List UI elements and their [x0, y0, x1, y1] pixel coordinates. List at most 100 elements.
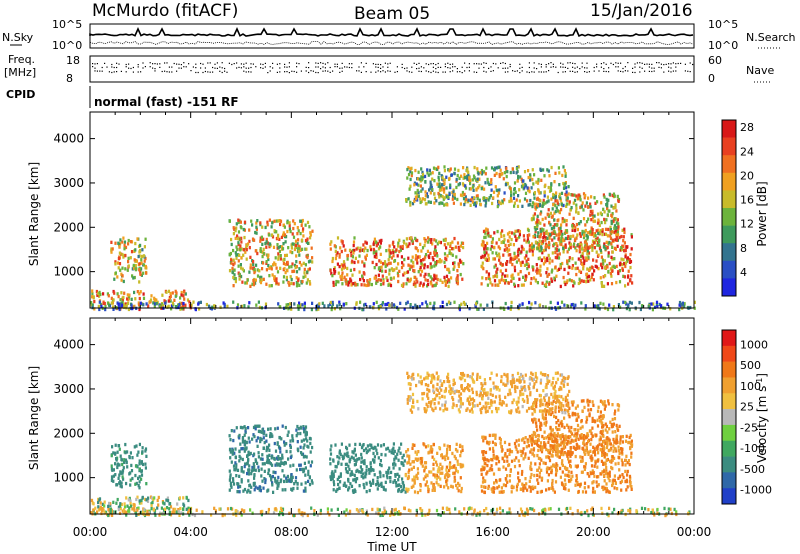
echo-cell [498, 237, 501, 242]
echo-cell [140, 460, 143, 464]
echo-cell [379, 282, 383, 287]
echo-cell [439, 305, 442, 309]
echo-cell [556, 301, 559, 305]
echo-cell [529, 175, 532, 179]
echo-cell [266, 223, 269, 227]
echo-cell [285, 303, 288, 307]
echo-cell [482, 244, 485, 248]
echo-cell [528, 190, 531, 194]
echo-cell [410, 467, 413, 471]
echo-cell [609, 234, 612, 238]
echo-cell [421, 172, 425, 177]
echo-cell [438, 201, 441, 206]
echo-cell [236, 234, 239, 238]
echo-cell [373, 473, 376, 477]
freq-dot [586, 62, 588, 64]
echo-cell [617, 461, 620, 466]
echo-cell [271, 233, 274, 237]
echo-cell [540, 178, 543, 182]
echo-cell [282, 233, 285, 237]
echo-cell [503, 191, 506, 195]
echo-cell [458, 176, 461, 180]
echo-cell [151, 500, 154, 505]
echo-cell [243, 443, 247, 447]
echo-cell [567, 234, 570, 239]
echo-cell [336, 236, 340, 240]
echo-cell [430, 447, 433, 451]
echo-cell [515, 166, 518, 171]
echo-cell [345, 470, 348, 474]
echo-cell [376, 242, 379, 246]
freq-dot [185, 66, 187, 68]
echo-cell [567, 474, 570, 479]
echo-cell [394, 474, 397, 478]
echo-cell [118, 473, 121, 477]
echo-cell [565, 229, 569, 233]
echo-cell [441, 176, 444, 180]
echo-cell [120, 471, 123, 475]
freq-dot [576, 66, 578, 68]
echo-cell [124, 267, 127, 271]
echo-cell [534, 462, 537, 466]
freq-dot [509, 63, 511, 66]
echo-cell [175, 291, 178, 295]
echo-cell [549, 211, 552, 215]
echo-cell [135, 513, 138, 517]
echo-cell [553, 276, 556, 280]
freq-dot [632, 67, 634, 69]
echo-cell [493, 245, 496, 250]
echo-cell [434, 473, 437, 477]
freq-dot [317, 66, 319, 68]
echo-cell [239, 425, 242, 430]
echo-cell [556, 268, 559, 272]
echo-cell [541, 281, 544, 285]
echo-cell [443, 203, 446, 207]
echo-cell [432, 467, 435, 471]
echo-cell [127, 307, 130, 312]
echo-cell [470, 197, 473, 202]
freq-dot [269, 66, 271, 68]
echo-cell [531, 435, 534, 439]
echo-cell [433, 274, 436, 278]
echo-cell [559, 443, 562, 447]
freq-dot [116, 71, 118, 73]
freq-dot [96, 70, 98, 72]
echo-cell [129, 240, 133, 244]
echo-cell [538, 466, 541, 470]
echo-cell [655, 302, 658, 307]
echo-cell [271, 221, 274, 225]
echo-cell [406, 476, 409, 481]
echo-cell [497, 199, 500, 204]
echo-cell [557, 256, 561, 260]
echo-cell [297, 307, 300, 311]
echo-cell [550, 165, 553, 170]
echo-cell [286, 479, 289, 483]
echo-cell [340, 462, 343, 466]
echo-cell [404, 473, 407, 478]
freq-panel: Freq. [MHz] 18 8 60 0 Nave [4, 53, 774, 85]
echo-cell [340, 239, 343, 243]
echo-cell [381, 274, 384, 278]
echo-cell [565, 190, 568, 194]
echo-cell [512, 276, 515, 280]
echo-cell [448, 251, 451, 255]
freq-dot [113, 71, 115, 73]
echo-cell [555, 233, 558, 237]
echo-cell [487, 234, 490, 238]
echo-cell [537, 456, 540, 460]
echo-cell [614, 481, 617, 485]
echo-cell [397, 307, 400, 311]
echo-cell [607, 227, 610, 232]
echo-cell [375, 448, 378, 452]
echo-cell [556, 253, 559, 257]
echo-cell [254, 427, 257, 431]
echo-cell [620, 257, 623, 261]
echo-cell [428, 255, 431, 260]
echo-cell [466, 177, 469, 181]
echo-cell [521, 451, 524, 455]
freq-dot [192, 66, 194, 68]
echo-cell [437, 466, 440, 470]
echo-cell [501, 272, 504, 276]
echo-cell [371, 458, 375, 462]
echo-cell [267, 458, 271, 463]
